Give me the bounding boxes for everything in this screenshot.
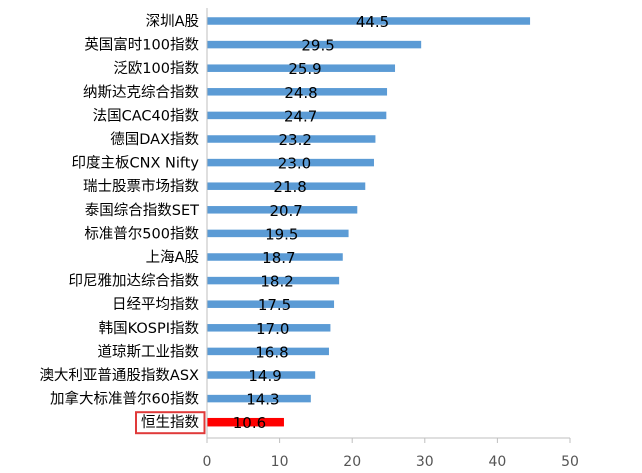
category-label-9: 标准普尔500指数 [84, 225, 199, 242]
bars-group [207, 17, 530, 426]
category-label-7: 瑞士股票市场指数 [83, 178, 199, 195]
x-tick-label-2: 20 [343, 454, 361, 470]
category-labels-group: 深圳A股英国富时100指数泛欧100指数纳斯达克综合指数法国CAC40指数德国D… [39, 13, 204, 433]
category-label-0: 深圳A股 [146, 13, 199, 30]
value-label-14: 16.8 [255, 343, 288, 361]
value-labels-group: 44.5 29.5 25.9 24.8 24.7 23.2 23.0 21.8 20.7 19.5… [233, 13, 389, 432]
value-label-7: 21.8 [273, 178, 306, 196]
x-tick-label-0: 0 [203, 454, 212, 470]
category-label-16: 加拿大标准普尔60指数 [50, 390, 199, 408]
category-label-12: 日经平均指数 [112, 296, 199, 313]
category-label-17: 恒生指数 [141, 414, 199, 431]
x-tick-label-3: 30 [416, 454, 434, 470]
category-label-14: 道琼斯工业指数 [98, 343, 200, 360]
value-label-9: 19.5 [265, 225, 298, 243]
value-label-5: 23.2 [279, 131, 312, 149]
value-label-15: 14.9 [248, 367, 281, 385]
value-label-12: 17.5 [258, 296, 291, 314]
value-label-11: 18.2 [260, 273, 293, 291]
category-label-3: 纳斯达克综合指数 [83, 84, 199, 101]
x-tick-label-5: 50 [561, 454, 579, 470]
value-label-16: 14.3 [246, 391, 279, 409]
category-label-6: 印度主板CNX Nifty [71, 154, 199, 172]
category-label-2: 泛欧100指数 [113, 60, 199, 77]
value-label-17: 10.6 [233, 414, 266, 432]
value-label-8: 20.7 [269, 202, 302, 220]
category-label-5: 德国DAX指数 [110, 131, 199, 148]
x-tick-label-1: 10 [271, 454, 289, 470]
value-label-2: 25.9 [288, 60, 321, 78]
value-label-1: 29.5 [301, 37, 334, 55]
value-label-10: 18.7 [262, 249, 295, 267]
value-label-4: 24.7 [284, 107, 317, 125]
category-label-10: 上海A股 [146, 249, 199, 266]
category-label-13: 韩国KOSPI指数 [99, 320, 200, 337]
value-label-0: 44.5 [356, 13, 389, 31]
category-label-8: 泰国综合指数SET [85, 202, 199, 219]
value-label-3: 24.8 [284, 84, 317, 102]
value-label-6: 23.0 [278, 155, 311, 173]
value-label-13: 17.0 [256, 320, 289, 338]
category-label-1: 英国富时100指数 [84, 36, 199, 54]
category-label-15: 澳大利亚普通股指数ASX [39, 367, 199, 384]
x-tick-label-4: 40 [488, 454, 506, 470]
category-label-4: 法国CAC40指数 [93, 107, 200, 124]
category-label-11: 印尼雅加达综合指数 [69, 273, 200, 290]
